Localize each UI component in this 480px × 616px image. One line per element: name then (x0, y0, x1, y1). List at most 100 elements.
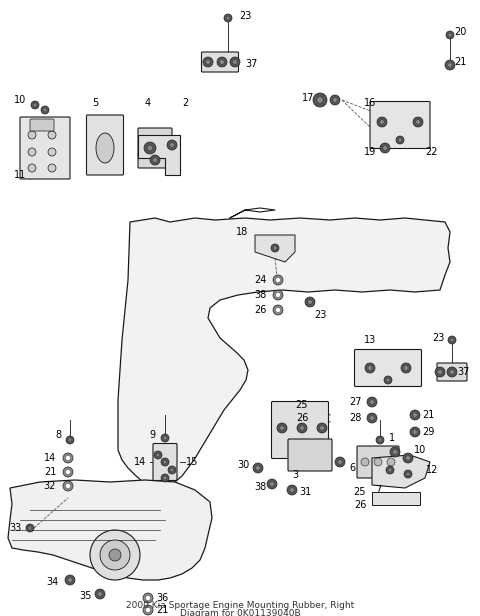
Circle shape (230, 57, 240, 67)
Circle shape (335, 457, 345, 467)
Text: 7: 7 (375, 485, 381, 495)
Text: 32: 32 (44, 481, 56, 491)
Circle shape (48, 164, 56, 172)
Text: 29: 29 (422, 427, 434, 437)
Text: 21: 21 (156, 605, 168, 615)
Circle shape (90, 530, 140, 580)
Circle shape (63, 467, 73, 477)
FancyBboxPatch shape (153, 444, 177, 480)
Circle shape (267, 479, 277, 489)
Circle shape (276, 307, 280, 312)
Circle shape (66, 436, 74, 444)
Text: 8: 8 (55, 430, 61, 440)
Text: 21: 21 (454, 57, 466, 67)
Circle shape (370, 416, 374, 420)
Polygon shape (118, 218, 450, 492)
Text: 22: 22 (426, 147, 438, 157)
Text: 18: 18 (236, 227, 248, 237)
Text: 36: 36 (156, 593, 168, 603)
Circle shape (287, 485, 297, 495)
Circle shape (156, 453, 160, 457)
Circle shape (28, 148, 36, 156)
Text: 9: 9 (149, 430, 155, 440)
Circle shape (28, 164, 36, 172)
Circle shape (380, 143, 390, 153)
Text: 13: 13 (364, 335, 376, 345)
Text: 37: 37 (246, 59, 258, 69)
FancyBboxPatch shape (30, 119, 54, 131)
Circle shape (33, 103, 37, 107)
Text: 4: 4 (145, 98, 151, 108)
Text: 26: 26 (296, 413, 308, 423)
Circle shape (376, 436, 384, 444)
Circle shape (447, 367, 457, 377)
Text: 3: 3 (292, 470, 298, 480)
Circle shape (65, 469, 71, 474)
Circle shape (270, 482, 274, 486)
Text: 16: 16 (364, 98, 376, 108)
Circle shape (330, 95, 340, 105)
Circle shape (68, 438, 72, 442)
Circle shape (393, 450, 397, 454)
Circle shape (406, 472, 410, 476)
Text: 10: 10 (14, 95, 26, 105)
Circle shape (280, 426, 284, 430)
Circle shape (404, 470, 412, 478)
Circle shape (416, 120, 420, 124)
Circle shape (450, 338, 454, 342)
Circle shape (445, 60, 455, 70)
Circle shape (377, 117, 387, 127)
Circle shape (435, 367, 445, 377)
Text: 20: 20 (454, 27, 466, 37)
Polygon shape (255, 235, 295, 262)
Text: 23: 23 (239, 11, 251, 21)
Text: 19: 19 (364, 147, 376, 157)
FancyBboxPatch shape (272, 402, 328, 458)
Circle shape (170, 143, 174, 147)
Circle shape (273, 290, 283, 300)
Circle shape (28, 526, 32, 530)
FancyBboxPatch shape (437, 363, 467, 381)
Text: 23: 23 (432, 333, 444, 343)
Circle shape (170, 468, 174, 472)
Circle shape (297, 423, 307, 433)
Text: 12: 12 (426, 465, 438, 475)
Circle shape (406, 456, 410, 460)
Circle shape (290, 488, 294, 492)
FancyBboxPatch shape (86, 115, 123, 175)
Circle shape (276, 277, 280, 283)
Circle shape (63, 453, 73, 463)
Circle shape (26, 524, 34, 532)
Text: 26: 26 (254, 305, 266, 315)
Circle shape (98, 592, 102, 596)
Circle shape (313, 93, 327, 107)
Circle shape (68, 578, 72, 582)
Circle shape (220, 60, 224, 64)
Text: 1: 1 (389, 433, 395, 443)
Text: 15: 15 (186, 457, 198, 467)
Text: 28: 28 (349, 413, 361, 423)
Circle shape (446, 31, 454, 39)
Circle shape (401, 363, 411, 373)
FancyBboxPatch shape (202, 52, 239, 72)
Text: 26: 26 (354, 500, 366, 510)
Circle shape (300, 426, 304, 430)
Circle shape (153, 158, 157, 162)
Text: 34: 34 (46, 577, 58, 587)
Circle shape (109, 549, 121, 561)
Circle shape (43, 108, 47, 111)
Circle shape (147, 145, 153, 151)
Text: 2: 2 (182, 98, 188, 108)
Text: 14: 14 (44, 453, 56, 463)
Text: 33: 33 (9, 523, 21, 533)
Circle shape (413, 430, 417, 434)
FancyBboxPatch shape (288, 439, 332, 471)
Circle shape (404, 366, 408, 370)
Circle shape (396, 136, 404, 144)
Text: 11: 11 (14, 170, 26, 180)
Text: 35: 35 (79, 591, 91, 601)
Circle shape (413, 117, 423, 127)
Text: 31: 31 (299, 487, 311, 497)
Circle shape (143, 593, 153, 603)
FancyBboxPatch shape (138, 128, 172, 168)
